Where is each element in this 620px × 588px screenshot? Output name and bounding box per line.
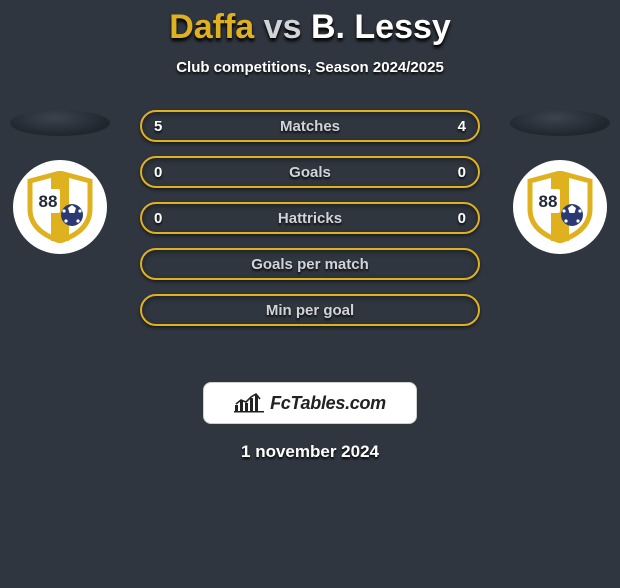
stat-value-right: 0 (458, 164, 466, 181)
brand-text: FcTables.com (270, 393, 386, 414)
subtitle: Club competitions, Season 2024/2025 (0, 59, 620, 76)
player1-club-badge: 88 (13, 160, 107, 254)
brand-badge[interactable]: FcTables.com (203, 382, 417, 424)
stat-value-right: 4 (458, 118, 466, 135)
player1-avatar-placeholder (10, 110, 110, 136)
stat-row-goals: 0 Goals 0 (140, 156, 480, 188)
title-player1: Daffa (169, 8, 254, 46)
stat-row-goals-per-match: Goals per match (140, 248, 480, 280)
title-player2: B. Lessy (311, 8, 451, 46)
player2-club-badge: 88 (513, 160, 607, 254)
stat-label: Matches (162, 118, 457, 135)
player2-avatar-placeholder (510, 110, 610, 136)
stat-rows: 5 Matches 4 0 Goals 0 0 Hattricks 0 Goal… (140, 110, 480, 326)
stat-label: Min per goal (154, 302, 466, 319)
club-shield-icon: 88 (524, 171, 596, 243)
club-shield-icon: 88 (24, 171, 96, 243)
stat-row-matches: 5 Matches 4 (140, 110, 480, 142)
barchart-icon (234, 392, 264, 414)
player1-column: 88 (10, 110, 110, 254)
player2-column: 88 (510, 110, 610, 254)
date: 1 november 2024 (0, 442, 620, 462)
comparison-content: 88 88 5 Matches (0, 110, 620, 370)
stat-label: Hattricks (162, 210, 457, 227)
stat-value-right: 0 (458, 210, 466, 227)
badge-number: 88 (39, 192, 58, 211)
stat-label: Goals (162, 164, 457, 181)
title-vs: vs (264, 8, 302, 46)
stat-value-left: 0 (154, 164, 162, 181)
stat-row-min-per-goal: Min per goal (140, 294, 480, 326)
stat-label: Goals per match (154, 256, 466, 273)
stat-row-hattricks: 0 Hattricks 0 (140, 202, 480, 234)
page-title: Daffa vs B. Lessy (0, 8, 620, 47)
badge-number: 88 (539, 192, 558, 211)
stat-value-left: 0 (154, 210, 162, 227)
stat-value-left: 5 (154, 118, 162, 135)
